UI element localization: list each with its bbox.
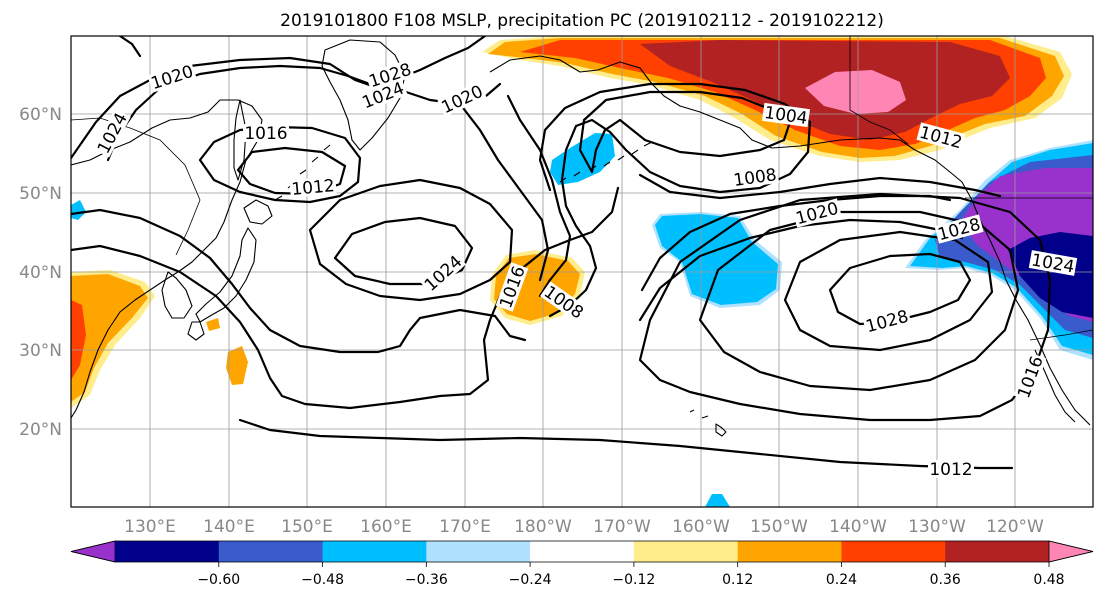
hawaii-islands — [689, 409, 727, 437]
lon-label: 170°E — [439, 517, 491, 537]
colorbar-segment — [115, 541, 220, 562]
lon-label: 150°E — [281, 517, 333, 537]
colorbar-tick-label: −0.36 — [405, 572, 448, 588]
precip-negative-south-small — [705, 494, 730, 507]
colorbar-segment — [737, 541, 842, 562]
figure-title: 2019101800 F108 MSLP, precipitation PC (… — [280, 11, 884, 31]
svg-text:1012: 1012 — [291, 176, 336, 200]
colorbar-extend-high — [1048, 540, 1094, 563]
isobar-1028-high — [828, 252, 972, 326]
alaska-coast — [489, 55, 1091, 426]
colorbar-segment — [322, 541, 427, 562]
map-panel: 1020 1028 1024 1024 1016 1012 1020 1024 … — [71, 36, 1093, 507]
colorbar-tick-label: −0.48 — [301, 572, 344, 588]
lat-label: 50°N — [19, 184, 62, 204]
colorbar-segment — [530, 541, 635, 562]
precip-positive-alaska-pink — [805, 70, 906, 114]
colorbar-segment — [841, 541, 946, 562]
isobar-1024-inner — [333, 216, 474, 286]
svg-text:1016: 1016 — [244, 124, 287, 144]
isobar-1012-main — [506, 94, 572, 298]
isobar-1016-pacific — [71, 186, 620, 410]
svg-text:1012: 1012 — [929, 460, 972, 480]
hokkaido-coast — [243, 199, 273, 225]
isobar-label: 1016 — [243, 124, 289, 144]
colorbar-tick-label: −0.24 — [509, 572, 552, 588]
lon-label: 180°W — [514, 517, 572, 537]
lat-label: 60°N — [19, 105, 62, 125]
colorbar-extend-low — [70, 540, 116, 563]
isobar-1016-high-outer — [638, 192, 1052, 422]
precip-positive-small-1 — [226, 346, 248, 385]
lat-label: 30°N — [19, 341, 62, 361]
us-mexico-border — [1029, 329, 1093, 341]
lat-label: 20°N — [19, 420, 62, 440]
lat-label: 40°N — [19, 263, 62, 283]
precip-positive-small-2 — [206, 318, 220, 331]
isobar-1008-ne-pacific — [538, 82, 812, 318]
lon-label: 170°W — [593, 517, 651, 537]
isobar-1008-main — [638, 173, 1002, 200]
isobar-1024-pacific-high — [308, 178, 514, 302]
lon-label: 140°W — [829, 517, 887, 537]
isobar-label: 1012 — [289, 176, 337, 200]
colorbar-segment — [218, 541, 324, 562]
isobar-label: 1008 — [730, 164, 780, 191]
lon-label: 150°W — [750, 517, 808, 537]
kyushu-coast — [187, 321, 205, 341]
isobar-1024-high-outer — [783, 230, 994, 352]
lon-label: 130°W — [908, 517, 966, 537]
isobar-1016-main — [458, 102, 550, 282]
china-border — [71, 117, 201, 256]
lon-label: 140°E — [203, 517, 255, 537]
colorbar-tick-label: 0.48 — [1033, 572, 1064, 588]
isobar-1012-asia — [236, 146, 347, 196]
map-frame — [70, 35, 1094, 508]
isobar-label: 1004 — [761, 102, 811, 129]
precip-positive-asia-red — [71, 300, 86, 380]
lon-label: 130°E — [124, 517, 176, 537]
colorbar-tick-label: 0.12 — [722, 572, 753, 588]
kamchatka-coast — [321, 39, 406, 151]
latitude-labels: 60°N 50°N 40°N 30°N 20°N — [19, 105, 62, 440]
colorbar-tick-label: 0.24 — [826, 572, 857, 588]
isobar-label: 1012 — [928, 460, 974, 480]
asia-coast — [71, 99, 263, 419]
precip-negative-asia-small — [71, 200, 86, 220]
colorbar: −0.60 −0.48 −0.36 −0.24 −0.12 0.12 0.24 0.36 0.4… — [70, 540, 1094, 588]
isobar-1012-pacific — [238, 418, 1014, 470]
lon-label: 160°E — [360, 517, 412, 537]
colorbar-segment — [426, 541, 531, 562]
lon-label: 120°W — [986, 517, 1044, 537]
colorbar-tick-label: 0.36 — [930, 572, 961, 588]
colorbar-segment — [945, 541, 1050, 562]
colorbar-segment — [633, 541, 739, 562]
longitude-labels: 130°E 140°E 150°E 160°E 170°E 180°W 170°… — [124, 517, 1044, 537]
colorbar-outline — [70, 540, 1094, 563]
isobar-1024-asia — [106, 36, 487, 162]
isobar-label: 1028 — [862, 306, 912, 337]
isobar-1020-pacific — [71, 208, 527, 354]
canada-alaska-border — [849, 36, 909, 145]
precip-negative-west-coast-navy — [1008, 232, 1093, 318]
isobar-1004-alaska — [578, 90, 792, 174]
colorbar-tick-label: −0.60 — [197, 572, 240, 588]
coastlines — [71, 36, 1093, 437]
lon-label: 160°W — [672, 517, 730, 537]
colorbar-tick-label: −0.12 — [612, 572, 655, 588]
korea-coast — [161, 271, 193, 319]
